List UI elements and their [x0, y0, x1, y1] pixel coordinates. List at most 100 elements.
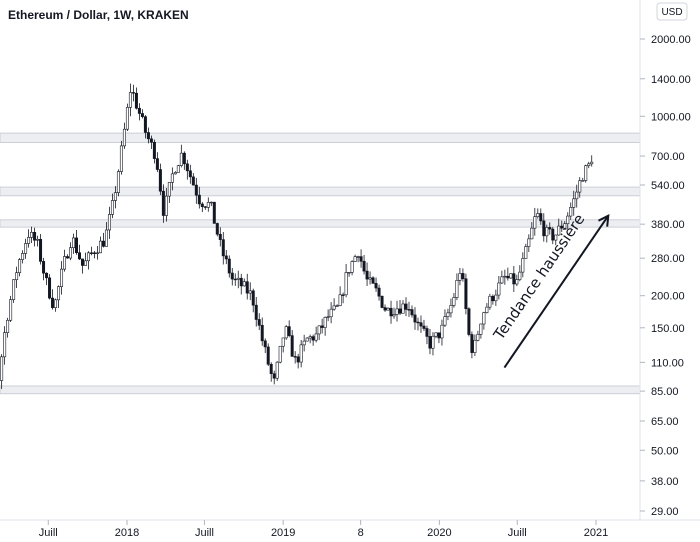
candle-body — [464, 278, 468, 310]
candle-body — [36, 238, 40, 241]
candle-body — [179, 152, 183, 166]
candle-body — [296, 356, 300, 363]
candle-body — [326, 316, 330, 318]
y-tick-label: 2000.00 — [651, 34, 691, 46]
candle-body — [587, 163, 591, 167]
candle-body — [39, 238, 43, 262]
candle-body — [110, 200, 114, 215]
candle-body — [554, 234, 558, 241]
candle-body — [449, 305, 453, 314]
candle-body — [557, 225, 561, 236]
candle-body — [428, 336, 432, 349]
candle-body — [78, 252, 82, 260]
candle-body — [482, 312, 486, 325]
candle-body — [548, 227, 552, 230]
candle-body — [48, 277, 52, 299]
candle-body — [419, 322, 423, 327]
candle-body — [54, 299, 58, 308]
candle-body — [149, 138, 153, 143]
candle-body — [275, 361, 279, 379]
candle-body — [224, 255, 228, 260]
candle-body — [515, 279, 519, 285]
candle-body — [311, 336, 315, 341]
candle-body — [101, 240, 105, 247]
candle-body — [134, 92, 138, 109]
candle-body — [497, 282, 501, 296]
candle-body — [287, 326, 291, 336]
x-tick-label: Juill — [508, 527, 527, 539]
candle-body — [116, 171, 120, 193]
candle-body — [239, 277, 243, 287]
y-tick-label: 540.00 — [651, 180, 685, 192]
candle-body — [197, 194, 201, 205]
candle-body — [92, 252, 96, 254]
trend-arrow — [503, 215, 610, 369]
candle-body — [575, 191, 579, 200]
candle-body — [542, 220, 546, 237]
candle-body — [266, 346, 270, 365]
candle-body — [113, 192, 117, 201]
candle-body — [422, 325, 426, 329]
candle-body — [401, 303, 405, 314]
candle-body — [284, 326, 288, 339]
candle-body — [308, 336, 312, 339]
level-band — [0, 186, 641, 197]
candle-body — [323, 317, 327, 328]
x-axis: Juill 2018 Juill 2019 8 2020 Juill 2021 — [39, 520, 608, 539]
x-tick-label: 2018 — [115, 527, 139, 539]
candle-body — [251, 290, 255, 306]
y-tick-label: 150.00 — [651, 323, 685, 335]
y-tick-label: 1400.00 — [651, 74, 691, 86]
candle-body — [24, 243, 28, 254]
candle-body — [248, 290, 252, 294]
candle-body — [263, 340, 267, 348]
candle-body — [176, 165, 180, 173]
candle-body — [104, 229, 108, 247]
candle-body — [458, 273, 462, 281]
candle-body — [362, 261, 366, 272]
y-tick-label: 38.00 — [651, 476, 679, 488]
y-tick-label: 700.00 — [651, 151, 685, 163]
currency-button[interactable]: USD — [656, 2, 688, 21]
candle-body — [194, 184, 198, 196]
candle-body — [75, 237, 79, 254]
candle-body — [42, 261, 46, 274]
candle-body — [18, 259, 22, 274]
chart-title: Ethereum / Dollar, 1W, KRAKEN — [8, 8, 189, 22]
candle-body — [236, 277, 240, 280]
candle-body — [66, 256, 70, 259]
candle-body — [206, 202, 210, 208]
candle-body — [227, 258, 231, 274]
candle-body — [317, 325, 321, 335]
candle-body — [581, 180, 585, 182]
candle-body — [173, 172, 177, 175]
candle-body — [272, 373, 276, 379]
candle-body — [392, 314, 396, 317]
candle-body — [569, 207, 573, 217]
candle-body — [521, 258, 525, 273]
candle-body — [566, 215, 570, 225]
candle-body — [467, 308, 471, 335]
candle-body — [578, 180, 582, 193]
candle-body — [524, 246, 528, 259]
candle-body — [230, 272, 234, 280]
candle-body — [329, 308, 333, 318]
candle-body — [72, 237, 76, 249]
candle-body — [356, 256, 360, 258]
y-tick-label: 1000.00 — [651, 111, 691, 123]
candle-body — [416, 321, 420, 324]
candle-body — [374, 283, 378, 289]
candle-body — [188, 170, 192, 178]
candle-body — [6, 319, 10, 333]
candle-body — [69, 247, 73, 259]
candle-body — [437, 332, 441, 339]
y-tick-label: 65.00 — [651, 416, 679, 428]
level-band — [0, 132, 641, 143]
candle-body — [386, 307, 390, 311]
candle-body — [9, 299, 13, 321]
candle-body — [233, 278, 237, 281]
candle-body — [89, 252, 93, 254]
candle-body — [257, 319, 261, 326]
y-tick-label: 29.00 — [651, 506, 679, 518]
